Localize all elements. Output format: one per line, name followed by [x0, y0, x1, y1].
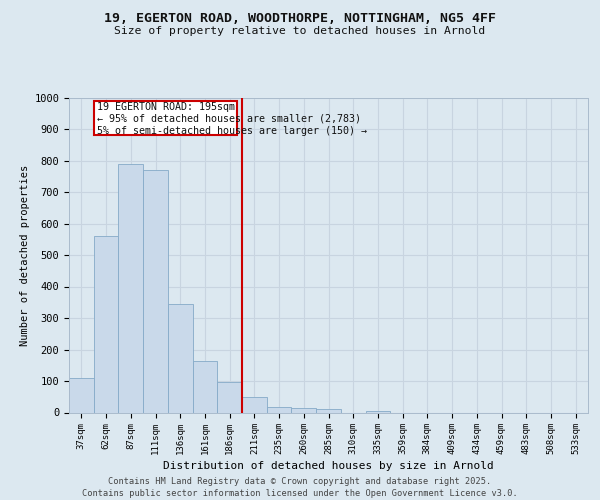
Bar [267, 407, 292, 412]
Bar [168, 304, 193, 412]
Bar [94, 236, 118, 412]
Bar [69, 378, 94, 412]
Bar [365, 411, 390, 412]
Bar [242, 397, 267, 412]
Y-axis label: Number of detached properties: Number of detached properties [20, 164, 30, 346]
Bar [316, 410, 341, 412]
Bar [193, 360, 217, 412]
X-axis label: Distribution of detached houses by size in Arnold: Distribution of detached houses by size … [163, 462, 494, 471]
Text: Contains HM Land Registry data © Crown copyright and database right 2025.
Contai: Contains HM Land Registry data © Crown c… [82, 476, 518, 498]
Text: 19 EGERTON ROAD: 195sqm: 19 EGERTON ROAD: 195sqm [97, 102, 235, 112]
Bar [292, 408, 316, 412]
Bar [118, 164, 143, 412]
Bar [143, 170, 168, 412]
FancyBboxPatch shape [94, 100, 237, 136]
Text: Size of property relative to detached houses in Arnold: Size of property relative to detached ho… [115, 26, 485, 36]
Text: 5% of semi-detached houses are larger (150) →: 5% of semi-detached houses are larger (1… [97, 126, 367, 136]
Bar [217, 382, 242, 412]
Text: ← 95% of detached houses are smaller (2,783): ← 95% of detached houses are smaller (2,… [97, 114, 361, 124]
Text: 19, EGERTON ROAD, WOODTHORPE, NOTTINGHAM, NG5 4FF: 19, EGERTON ROAD, WOODTHORPE, NOTTINGHAM… [104, 12, 496, 26]
